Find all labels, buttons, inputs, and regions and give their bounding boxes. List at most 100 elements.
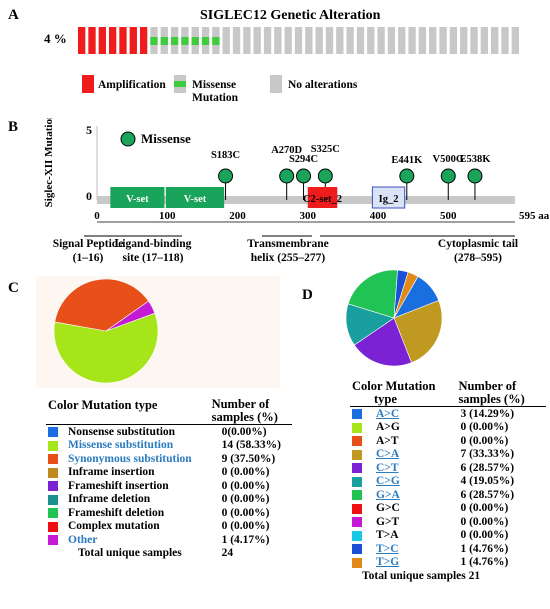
oncoprint-bar-no-alteration: [253, 27, 261, 54]
oncoprint-bar-no-alteration: [480, 27, 489, 54]
pie-d-slice-6: [393, 271, 419, 319]
sample-count: 0 (0.00%): [460, 434, 509, 447]
oncoprint-missense-mark: [170, 37, 179, 45]
color-swatch: [352, 463, 362, 474]
mutation-type: G>T: [376, 515, 400, 528]
legend-amplification-swatch: [82, 75, 94, 93]
color-swatch: [352, 449, 362, 460]
color-swatch: [48, 508, 58, 519]
scale-tick-6: 595 aa: [519, 210, 550, 222]
oncoprint-bar-no-alteration: [377, 27, 385, 54]
legend-missense-swatch: [174, 75, 186, 93]
pie-chart-c: [53, 278, 159, 384]
mutation-label-e538k: E538K: [459, 154, 491, 165]
oncoprint-bar-no-alteration: [387, 27, 396, 54]
color-swatch: [48, 535, 58, 546]
pie-d-slice-1: [393, 300, 443, 364]
table-d: Color Mutation type Number of samples (%) …: [350, 380, 546, 583]
region-signal-peptide: Signal Peptide (1–16): [52, 238, 124, 264]
oncoprint-missense-mark: [160, 37, 168, 45]
mutation-type: G>C: [376, 502, 400, 515]
domain-label-0: V-set: [126, 194, 149, 205]
table-d-row: G>C 0 (0.00%): [350, 502, 546, 516]
panel-c-label: C: [8, 280, 19, 296]
table-d-row: C>T 6 (28.57%): [350, 461, 546, 475]
oncoprint-bar-no-alteration: [284, 27, 292, 54]
domain-label-2: C2-set_2: [303, 194, 342, 205]
oncoprint-bar-amplification: [78, 27, 86, 54]
mutation-head-s183c: [218, 168, 234, 184]
mutation-type[interactable]: T>C: [376, 542, 399, 555]
scale-tick-1: 100: [159, 210, 176, 222]
table-c-total-value: 24: [221, 547, 234, 560]
table-d-row: T>A 0 (0.00%): [350, 529, 546, 543]
mutation-type[interactable]: G>A: [376, 488, 400, 501]
color-swatch: [48, 494, 58, 505]
sample-count: 6 (28.57%): [460, 488, 515, 501]
sample-count: 0(0.00%): [221, 425, 267, 438]
table-c-row: Inframe insertion 0 (0.00%): [46, 466, 292, 480]
table-d-row: A>C 3 (14.29%): [350, 407, 546, 421]
pie-d-slice-2: [353, 317, 412, 367]
sample-count: 1 (4.76%): [460, 556, 509, 569]
domain-label-3: Ig_2: [379, 194, 399, 205]
mutation-type[interactable]: C>G: [376, 475, 400, 488]
table-c-row: Complex mutation 0 (0.00%): [46, 520, 292, 534]
table-c-header-count: Number of samples (%): [211, 397, 278, 424]
mutation-type: A>G: [376, 421, 400, 434]
panel-d-label: D: [302, 287, 313, 303]
mutation-type: A>T: [376, 434, 399, 447]
sample-count: 6 (28.57%): [460, 461, 515, 474]
oncoprint-bar-no-alteration: [408, 27, 416, 54]
oncoprint-bar-no-alteration: [439, 27, 447, 54]
mutation-type[interactable]: A>C: [376, 407, 400, 420]
color-swatch: [48, 467, 58, 478]
mutation-label-s294c: S294C: [289, 154, 318, 165]
oncoprint-bar-amplification: [139, 27, 148, 54]
scale-tick-3: 300: [300, 210, 317, 222]
pie-d-slice-4: [347, 269, 398, 319]
oncoprint-bar-amplification: [88, 27, 96, 54]
sample-count: 0 (0.00%): [460, 502, 509, 515]
oncoprint-bar-no-alteration: [274, 27, 282, 54]
panel-a-legend: Amplification Missense Mutation No alter…: [82, 75, 542, 107]
color-swatch: [352, 544, 362, 555]
region-ligand-binding: Ligand-binding site (17–118): [114, 238, 192, 264]
legend-missense-label: Missense Mutation: [192, 79, 238, 104]
panel-a-label: A: [8, 7, 19, 23]
region-cytoplasmic: Cytoplasmic tail (278–595): [437, 238, 519, 264]
oncoprint-bar-no-alteration: [418, 27, 427, 54]
mutation-type[interactable]: C>A: [376, 448, 400, 461]
table-d-row: G>T 0 (0.00%): [350, 515, 546, 529]
oncoprint-bar-no-alteration: [356, 27, 365, 54]
mutation-type: Complex mutation: [68, 520, 160, 533]
table-d-total: Total unique samples 21: [362, 569, 481, 582]
oncoprint-bar-no-alteration: [305, 27, 313, 54]
mutation-type[interactable]: C>T: [376, 461, 399, 474]
sample-count: 0 (0.00%): [221, 506, 270, 519]
table-c-row: Inframe deletion 0 (0.00%): [46, 493, 292, 507]
table-c-header-type: Color Mutation type: [48, 398, 158, 412]
mutation-label-s325c: S325C: [311, 144, 340, 155]
sample-count: 14 (58.33%): [221, 439, 281, 452]
color-swatch: [352, 409, 362, 420]
color-swatch: [352, 557, 362, 568]
color-swatch: [48, 440, 58, 451]
oncoprint-bar-no-alteration: [325, 27, 334, 54]
oncoprint-bar-no-alteration: [367, 27, 375, 54]
legend-missense-dot: [120, 131, 136, 147]
sample-count: 9 (37.50%): [221, 452, 276, 465]
mutation-head-e538k: [467, 168, 483, 184]
oncoprint-missense-mark: [212, 37, 220, 45]
mutation-type: Other: [68, 533, 98, 546]
mutation-head-s325c: [317, 168, 333, 184]
oncoprint-bar-amplification: [129, 27, 137, 54]
sample-count: 0 (0.00%): [221, 479, 270, 492]
color-swatch: [48, 454, 58, 465]
oncoprint-missense-mark: [191, 37, 199, 45]
oncoprint-bar-no-alteration: [336, 27, 344, 54]
oncoprint-missense-mark: [150, 37, 158, 45]
table-c-row: Missense substitution 14 (58.33%): [46, 439, 292, 453]
oncoprint-bar-no-alteration: [232, 27, 241, 54]
mutation-type[interactable]: T>G: [376, 556, 400, 569]
